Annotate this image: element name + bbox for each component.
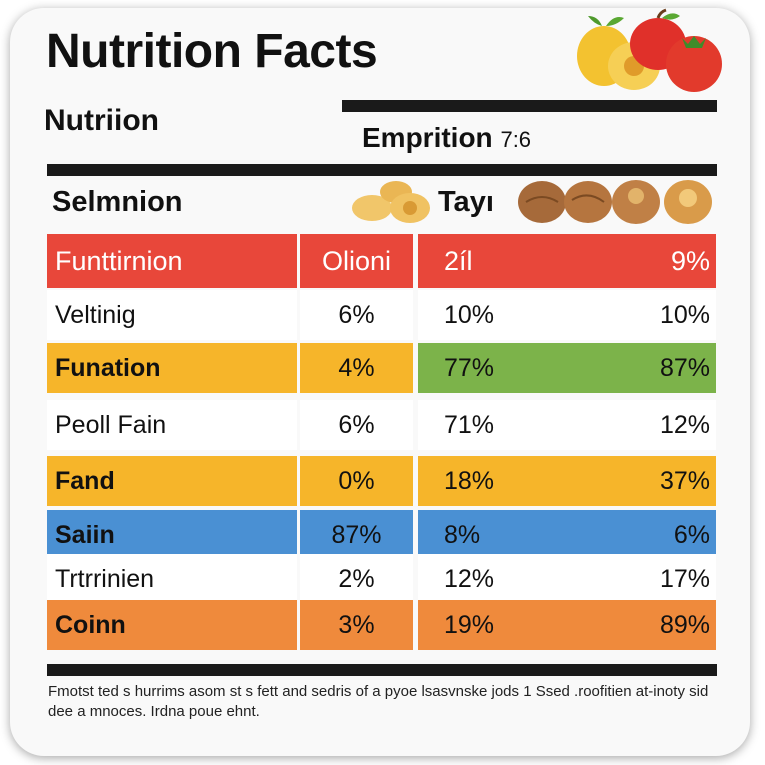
row-label: Fand (47, 456, 297, 506)
subtitle-right-value: 7:6 (500, 127, 532, 152)
divider-bottom (47, 664, 717, 676)
row-value-2: 8% (418, 510, 568, 560)
row-label: Saiin (47, 510, 297, 560)
row-value-2: 71% (418, 400, 568, 450)
row-value-1: 87% (300, 510, 413, 560)
divider-top (342, 100, 717, 112)
row-value-2: 10% (418, 290, 568, 340)
subtitle-left: Nutriion (44, 104, 159, 137)
nuts-icon (352, 181, 430, 223)
section-label-left: Selmnion (52, 186, 183, 218)
row-value-3: 89% (568, 600, 716, 650)
row-value-2: 19% (418, 600, 568, 650)
table-row: Saiin 87% 8% 6% (0, 510, 765, 560)
header-cell-2: Olioni (300, 234, 413, 288)
row-label: Peoll Fain (47, 400, 297, 450)
header-cell-1: Funttirnion (47, 234, 297, 288)
row-value-1: 3% (300, 600, 413, 650)
row-value-3: 17% (568, 554, 716, 604)
row-label: Trtrrinien (47, 554, 297, 604)
row-value-1: 6% (300, 400, 413, 450)
table-row: Fand 0% 18% 37% (0, 456, 765, 506)
row-label: Funation (47, 343, 297, 393)
row-value-3: 37% (568, 456, 716, 506)
page-title: Nutrition Facts (46, 25, 378, 78)
row-value-3: 6% (568, 510, 716, 560)
row-value-2: 12% (418, 554, 568, 604)
header-cell-3: 2íl (418, 234, 568, 288)
row-value-2: 77% (418, 343, 568, 393)
header-cell-4: 9% (568, 234, 716, 288)
section-label-right: Tayı (438, 186, 494, 218)
nuts-icon (518, 180, 712, 224)
subtitle-right: Emprition 7:6 (362, 122, 531, 154)
table-row: Trtrrinien 2% 12% 17% (0, 554, 765, 604)
row-label: Veltinig (47, 290, 297, 340)
subtitle-right-label: Emprition (362, 122, 493, 153)
table-row: Peoll Fain 6% 71% 12% (0, 400, 765, 450)
divider-mid (47, 164, 717, 176)
row-value-3: 12% (568, 400, 716, 450)
table-row: Veltinig 6% 10% 10% (0, 290, 765, 340)
row-value-3: 87% (568, 343, 716, 393)
row-value-1: 6% (300, 290, 413, 340)
row-value-2: 18% (418, 456, 568, 506)
row-label: Coinn (47, 600, 297, 650)
row-value-1: 2% (300, 554, 413, 604)
row-value-1: 0% (300, 456, 413, 506)
row-value-3: 10% (568, 290, 716, 340)
table-header-row: Funttirnion Olioni 2íl 9% (0, 234, 765, 288)
row-value-1: 4% (300, 343, 413, 393)
footnote: Fmotst ted s hurrims asom st s fett and … (48, 683, 709, 720)
table-row: Coinn 3% 19% 89% (0, 600, 765, 650)
fruit-icon (577, 8, 722, 92)
table-row: Funation 4% 77% 87% (0, 343, 765, 393)
